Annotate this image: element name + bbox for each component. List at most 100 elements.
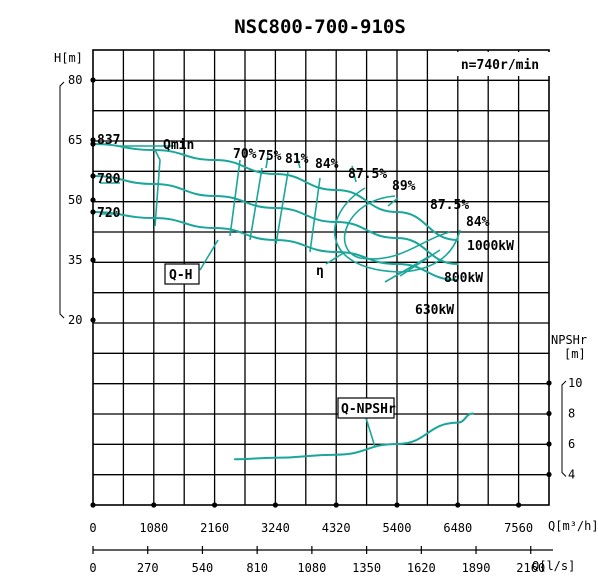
qh-label-box xyxy=(164,263,200,285)
y-right-tick-dot xyxy=(546,441,552,447)
x-axis-1-tick-dot xyxy=(212,502,218,508)
impeller-label-780: 780 xyxy=(97,172,121,187)
y-right-tick-label: 8 xyxy=(568,407,575,421)
x-axis-2-ticks: 0 270 540 810 1080 1350 1620 1890 2160 xyxy=(89,546,553,575)
x-axis-2-unit-label: Q[l/s] xyxy=(532,559,575,573)
power-label-630kw: 630kW xyxy=(415,303,454,318)
y-right-tick-dot xyxy=(546,380,552,386)
y-right-tick-label: 4 xyxy=(568,468,575,482)
qh-label: Q-H xyxy=(169,268,192,283)
efficiency-label: 89% xyxy=(392,179,416,194)
y-left-tick-label: 35 xyxy=(68,253,82,267)
x-axis-2-tick-label: 1890 xyxy=(462,561,491,575)
series-group xyxy=(90,141,474,461)
y-right-tick-label: 6 xyxy=(568,437,575,451)
power-label-800kw: 800kW xyxy=(444,271,483,286)
efficiency-label: 84% xyxy=(466,215,490,230)
eta-leader-line xyxy=(325,251,346,265)
y-left-tick-dot xyxy=(90,137,96,143)
y-right-bracket xyxy=(561,380,567,477)
x-axis-1-tick-dot xyxy=(455,502,461,508)
chart-annotation-lines xyxy=(100,145,461,448)
efficiency-label-leaders xyxy=(265,152,357,183)
y-left-tick-dot xyxy=(90,257,96,263)
efficiency-label: 84% xyxy=(315,157,339,172)
x-axis-1-ticks: 0 1080 2160 3240 4320 5400 6480 7560 xyxy=(89,502,533,535)
y-left-tick-dot xyxy=(90,197,96,203)
chart-grid xyxy=(92,49,550,506)
power-curve-lines xyxy=(384,249,441,283)
y-right-tick-dot xyxy=(546,471,552,478)
efficiency-label: 70% xyxy=(233,147,257,162)
y-right-tick-dot xyxy=(546,410,552,417)
series-start-dot xyxy=(90,141,96,147)
x-axis-2-tick-label: 0 xyxy=(89,561,96,575)
chart-labels: 837 780 720 70% 75% 81% 84% 87.5% 89% 87.5% 84% 100… xyxy=(97,133,514,419)
x-axis-1-tick-dot xyxy=(394,502,400,508)
qmin-label: Qmin xyxy=(163,138,194,153)
x-axis-1-tick-label: 3240 xyxy=(261,521,290,535)
x-axis-1-tick-dot xyxy=(151,502,157,508)
power-label-1000kw: 1000kW xyxy=(467,239,514,254)
y-left-tick-label: 20 xyxy=(68,313,82,327)
y-left-tick-dot xyxy=(90,317,96,323)
y-left-bracket xyxy=(59,81,65,319)
efficiency-label: 75% xyxy=(258,149,282,164)
y-left-ticks: 80 65 50 35 20 xyxy=(59,73,96,327)
y-left-tick-label: 50 xyxy=(68,193,82,207)
y-right-ticks: 10 8 6 4 xyxy=(546,376,582,482)
x-axis-1-tick-label: 1080 xyxy=(139,521,168,535)
series-line-780 xyxy=(92,175,459,265)
speed-label: n=740r/min xyxy=(461,58,539,73)
x-axis-1-tick-dot xyxy=(272,502,278,508)
x-axis-1-tick-label: 7560 xyxy=(504,521,533,535)
series-line-720 xyxy=(92,211,459,281)
y-left-unit-label: H[m] xyxy=(54,51,83,65)
x-axis-2-tick-label: 540 xyxy=(192,561,214,575)
x-axis-2-tick-label: 2160 xyxy=(516,561,545,575)
x-axis-1-tick-dot xyxy=(516,502,522,508)
x-axis-1-tick-dot xyxy=(333,502,339,508)
x-axis-1-tick-dot xyxy=(90,502,96,508)
x-axis-1-unit-label: Q[m³/h] xyxy=(548,519,598,533)
efficiency-label: 87.5% xyxy=(430,198,469,213)
npshr-label-box xyxy=(337,397,395,419)
eff-89-leader xyxy=(387,197,399,207)
efficiency-label: 81% xyxy=(285,152,309,167)
qh-leader-line xyxy=(199,239,219,271)
impeller-label-837: 837 xyxy=(97,133,120,148)
x-axis-1-tick-label: 2160 xyxy=(200,521,229,535)
npshr-label: Q-NPSHr xyxy=(341,402,396,417)
efficiency-line-left xyxy=(229,159,321,253)
x-axis-1-tick-label: 5400 xyxy=(383,521,412,535)
eta-label: η xyxy=(316,264,324,279)
x-axis-1-tick-label: 4320 xyxy=(322,521,351,535)
efficiency-contour-89 xyxy=(343,195,451,260)
x-axis-1-tick-label: 0 xyxy=(89,521,96,535)
qmin-leader-lines xyxy=(100,145,175,227)
impeller-label-720: 720 xyxy=(97,206,121,221)
plot-frame xyxy=(92,49,550,506)
x-axis-2-tick-label: 1620 xyxy=(407,561,436,575)
x-axis-1-tick-label: 6480 xyxy=(443,521,472,535)
series-start-dot xyxy=(90,173,96,179)
x-axis-2-tick-label: 1080 xyxy=(297,561,326,575)
y-right-unit-label-bottom: [m] xyxy=(564,347,586,361)
y-left-tick-label: 65 xyxy=(68,133,82,147)
x-axis-2-tick-label: 1350 xyxy=(352,561,381,575)
y-left-tick-dot xyxy=(90,77,96,83)
efficiency-contour-87-5 xyxy=(333,187,461,273)
y-right-tick-label: 10 xyxy=(568,376,582,390)
chart-title: NSC800-700-910S xyxy=(234,16,406,38)
y-right-unit-label-top: NPSHr xyxy=(551,333,587,347)
efficiency-label: 87.5% xyxy=(348,167,387,182)
npshr-leader-line xyxy=(365,417,376,448)
y-left-tick-label: 80 xyxy=(68,73,82,87)
speed-label-bg xyxy=(452,52,550,76)
series-start-dot xyxy=(90,209,96,215)
series-line-q-npshr xyxy=(233,412,474,461)
x-axis-2-tick-label: 270 xyxy=(137,561,159,575)
series-line-837 xyxy=(92,143,459,241)
x-axis-2-tick-label: 810 xyxy=(246,561,268,575)
